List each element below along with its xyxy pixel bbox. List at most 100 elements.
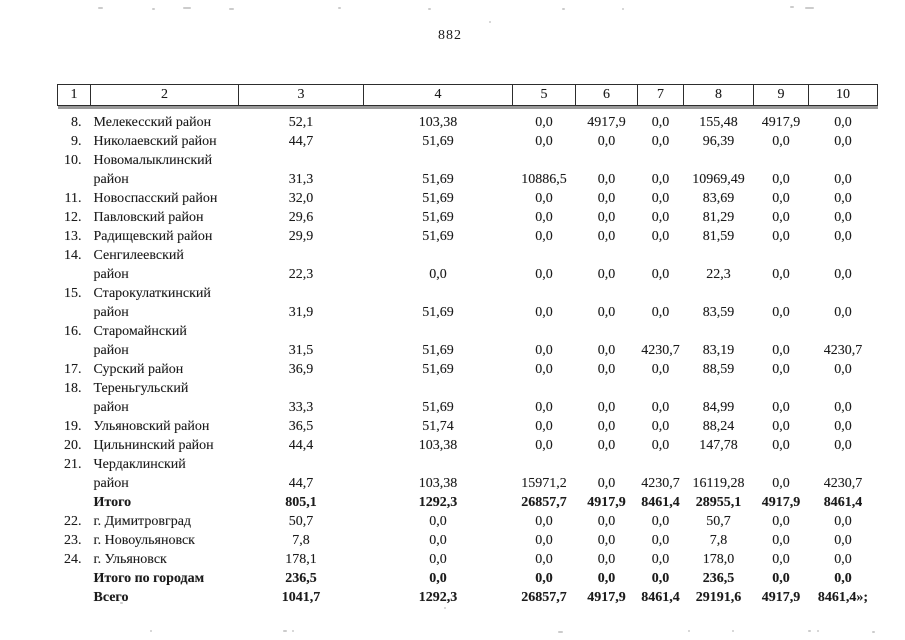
district-name: Николаевский район [93, 134, 217, 149]
cell-value: 0,0 [651, 400, 670, 415]
cell-value: 0,0 [597, 514, 616, 529]
cell-value: 0,0 [597, 172, 616, 187]
row-number: 16. [64, 324, 82, 339]
cell-value: 0,0 [535, 191, 553, 206]
cell-value: 4230,7 [641, 476, 680, 491]
cell-value: 44,7 [288, 476, 314, 491]
cell-value: 103,38 [418, 476, 458, 491]
cell-value: 0,0 [429, 533, 447, 548]
district-name: Старокулаткинский район [93, 286, 211, 320]
cell-value: 0,0 [597, 229, 616, 244]
district-name: Всего [93, 590, 129, 605]
table-row: 11. Новоспасский район 32,0 51,69 0,0 0,… [58, 189, 878, 208]
cell-value: 805,1 [285, 495, 317, 510]
cell-value: 51,69 [422, 305, 454, 320]
row-number: 18. [64, 381, 82, 396]
cell-value: 0,0 [535, 115, 553, 130]
cell-value: 0,0 [597, 210, 616, 225]
row-number: 15. [64, 286, 82, 301]
cell-value: 0,0 [597, 476, 616, 491]
district-name: Сурский район [93, 362, 184, 377]
cell-value: 0,0 [651, 438, 670, 453]
table-row: 17. Сурский район 36,9 51,69 0,0 0,0 0,0… [58, 360, 878, 379]
district-name: Старомайнский район [93, 324, 187, 358]
table-row: 24. г. Ульяновск 178,1 0,0 0,0 0,0 0,0 1… [58, 550, 878, 569]
cell-value: 51,69 [422, 400, 454, 415]
cell-value: 178,1 [285, 552, 317, 567]
cell-value: 51,69 [422, 172, 454, 187]
cell-value: 4230,7 [823, 476, 863, 491]
cell-value: 0,0 [535, 134, 553, 149]
cell-value: 26857,7 [521, 495, 567, 510]
cell-value: 50,7 [288, 514, 314, 529]
cell-value: 4917,9 [587, 590, 626, 605]
cell-value: 88,24 [702, 419, 735, 434]
cell-value: 81,29 [702, 210, 735, 225]
column-header-7: 7 [637, 84, 684, 106]
cell-value: 96,39 [702, 134, 735, 149]
district-name: г. Димитровград [93, 514, 192, 529]
cell-value: 0,0 [834, 267, 852, 282]
row-number: 11. [64, 191, 82, 206]
column-header-1: 1 [57, 84, 91, 106]
row-number [58, 493, 91, 512]
cell-value: 0,0 [834, 134, 852, 149]
cell-value: 0,0 [651, 533, 670, 548]
cell-value: 31,5 [288, 343, 314, 358]
cell-value: 51,69 [422, 134, 454, 149]
cell-value: 0,0 [834, 514, 852, 529]
table-row: 10. Новомалыклинский район 31,3 51,69 10… [58, 151, 878, 189]
district-name: Тереньгульский район [93, 381, 189, 415]
cell-value: 16119,28 [692, 476, 745, 491]
districts-data-table: 1 2 3 4 5 6 7 8 9 10 8. Мелекесский райо… [57, 84, 878, 607]
cell-value: 4230,7 [641, 343, 680, 358]
cell-value: 83,19 [702, 343, 735, 358]
row-number: 21. [64, 457, 82, 472]
row-number: 10. [64, 153, 82, 168]
cell-value: 31,3 [288, 172, 314, 187]
column-header-2: 2 [90, 84, 239, 106]
cell-value: 8461,4 [641, 590, 680, 605]
cell-value: 0,0 [651, 172, 670, 187]
cell-value: 0,0 [535, 514, 553, 529]
cell-value: 0,0 [834, 210, 852, 225]
cell-value: 0,0 [772, 343, 790, 358]
cell-value: 33,3 [288, 400, 314, 415]
cell-value: 0,0 [597, 533, 616, 548]
table-row: 8. Мелекесский район 52,1 103,38 0,0 491… [58, 106, 878, 133]
cell-value: 155,48 [699, 115, 738, 130]
cell-value: 0,0 [597, 571, 616, 586]
cell-value: 0,0 [535, 400, 553, 415]
cell-value: 4917,9 [761, 590, 801, 605]
row-number: 13. [64, 229, 82, 244]
cell-value: 0,0 [772, 533, 790, 548]
row-number: 8. [71, 115, 82, 130]
cell-value: 0,0 [651, 514, 670, 529]
cell-value: 0,0 [834, 438, 852, 453]
cell-value: 8461,4 [823, 495, 863, 510]
district-name: Павловский район [93, 210, 204, 225]
cell-value: 147,78 [699, 438, 738, 453]
district-name: Сенгилеевский район [93, 248, 184, 282]
cell-value: 26857,7 [521, 590, 567, 605]
cell-value: 0,0 [834, 552, 852, 567]
row-number: 14. [64, 248, 82, 263]
district-name: Ульяновский район [93, 419, 210, 434]
cell-value: 0,0 [535, 438, 553, 453]
cell-value: 0,0 [772, 267, 790, 282]
cell-value: 0,0 [834, 229, 852, 244]
cell-value: 22,3 [288, 267, 314, 282]
cell-value: 0,0 [772, 172, 790, 187]
cell-value: 0,0 [772, 134, 790, 149]
cell-value: 0,0 [429, 514, 447, 529]
cell-value: 0,0 [834, 419, 852, 434]
cell-value: 0,0 [535, 229, 553, 244]
cell-value: 84,99 [702, 400, 735, 415]
cell-value: 51,69 [422, 343, 454, 358]
table-row: 9. Николаевский район 44,7 51,69 0,0 0,0… [58, 132, 878, 151]
column-header-8: 8 [683, 84, 754, 106]
row-number [58, 588, 91, 607]
cell-value: 0,0 [772, 191, 790, 206]
cell-value: 0,0 [535, 571, 553, 586]
